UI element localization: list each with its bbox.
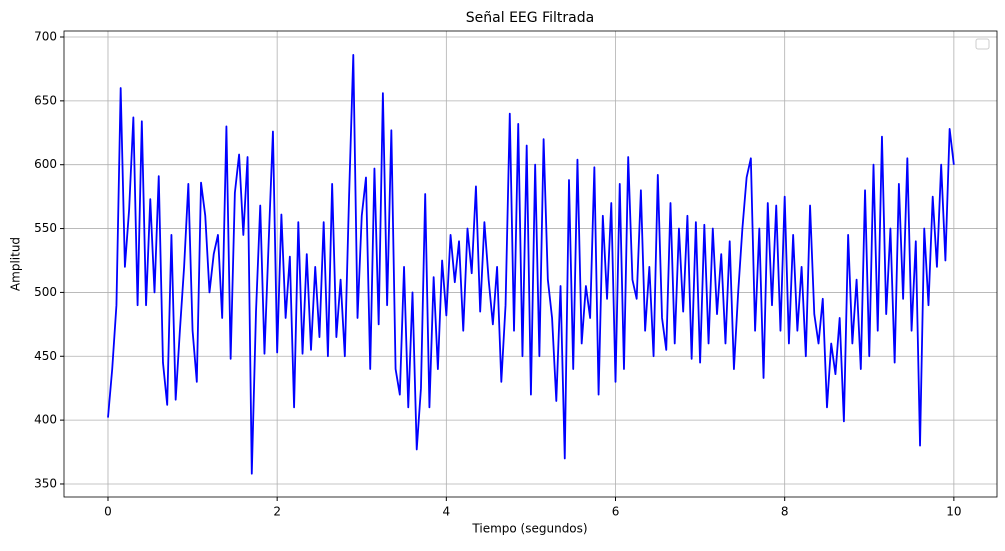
y-tick-label: 550 — [34, 221, 57, 235]
y-tick-label: 500 — [34, 285, 57, 299]
y-axis-label: Amplitud — [9, 237, 23, 291]
y-tick-label: 350 — [34, 476, 57, 490]
chart-title: Señal EEG Filtrada — [466, 10, 594, 26]
x-tick-label: 0 — [104, 505, 112, 519]
plot-frame — [63, 30, 998, 498]
x-tick-label: 8 — [781, 505, 789, 519]
x-axis-label: Tiempo (segundos) — [471, 522, 587, 536]
x-tick-label: 6 — [612, 505, 620, 519]
x-tick-label: 2 — [273, 505, 281, 519]
y-tick-label: 450 — [34, 349, 57, 363]
y-tick-label: 600 — [34, 157, 57, 171]
line-series — [107, 53, 955, 475]
legend-box — [975, 38, 990, 50]
y-tick-label: 650 — [34, 93, 57, 107]
y-tick-label: 700 — [34, 30, 57, 44]
y-tick-label: 400 — [34, 413, 57, 427]
x-tick-label: 4 — [443, 505, 451, 519]
x-tick-label: 10 — [946, 505, 961, 519]
